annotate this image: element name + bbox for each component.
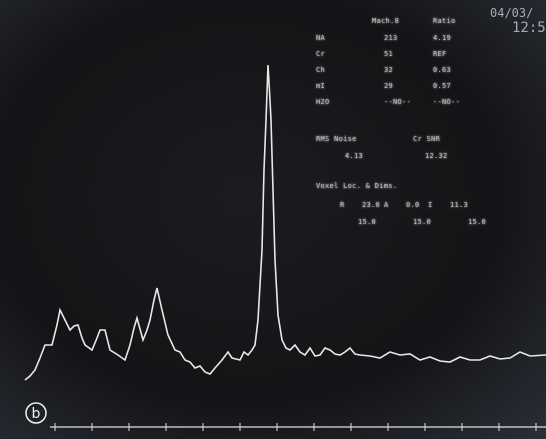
voxel-cell: A [384,201,389,209]
cell: 29 [384,82,394,90]
noise-label: Cr SNR [413,135,441,143]
voxel-cell: 23.0 [362,201,381,209]
noise-value: 12.32 [425,152,448,160]
voxel-title: Voxel Loc. & Dims. [316,182,398,190]
cell: 4.19 [433,34,452,42]
panel-label: b [32,406,41,422]
voxel-cell: 0.0 [406,201,420,209]
voxel-cell: 15.0 [468,218,487,226]
row-label: Ch [316,66,326,74]
cell: --NO-- [384,98,412,106]
cell: REF [433,50,447,58]
cell: 0.57 [433,82,452,90]
cell: 51 [384,50,394,58]
noise-value: 4.13 [345,152,364,160]
voxel-cell: 15.0 [358,218,377,226]
label-circle [25,402,47,424]
row-label: Cr [316,50,326,58]
voxel-cell: R [340,201,345,209]
row-label: NA [316,34,326,42]
time: 12:5 [512,20,546,36]
column-header: Mach.8 [372,17,400,25]
column-header: Ratio [433,17,456,25]
voxel-cell: 11.3 [450,201,469,209]
cell: 213 [384,34,398,42]
voxel-cell: 15.0 [413,218,432,226]
voxel-cell: I [428,201,433,209]
cell: 0.63 [433,66,452,74]
noise-label: RMS Noise [316,135,357,143]
spectrum-curve [24,64,546,381]
row-label: mI [316,82,326,90]
cell: 32 [384,66,394,74]
date: 04/03/ [490,6,534,20]
cell: --NO-- [433,98,461,106]
row-label: H2O [316,98,330,106]
